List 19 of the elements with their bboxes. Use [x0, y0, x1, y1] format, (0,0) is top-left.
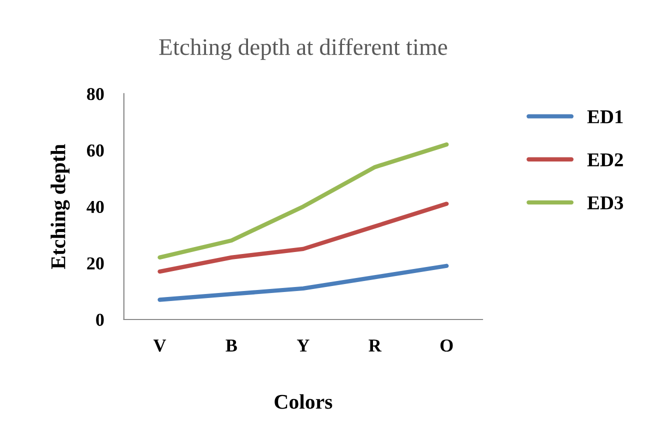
y-axis-title: Etching depth [50, 144, 70, 270]
line-series [158, 202, 449, 274]
x-tick-label: Y [296, 340, 310, 352]
x-tick-label: O [440, 340, 453, 352]
y-tick-label: 80 [86, 88, 104, 100]
line-series [158, 142, 449, 260]
x-tick-label: R [368, 340, 382, 352]
line-series [158, 264, 449, 302]
y-tick-label: 20 [87, 257, 104, 270]
y-tick-label: 60 [87, 144, 104, 157]
x-tick-label: B [226, 340, 237, 352]
legend-label: ED2 [587, 153, 623, 166]
legend-label: ED1 [587, 110, 623, 124]
x-tick-label: V [153, 340, 166, 352]
y-tick-label: 40 [86, 200, 104, 214]
x-axis-title: Colors [274, 394, 332, 409]
chart-title: Etching depth at different time [159, 38, 448, 60]
y-tick-label: 0 [96, 314, 104, 326]
legend-label: ED3 [587, 196, 624, 210]
